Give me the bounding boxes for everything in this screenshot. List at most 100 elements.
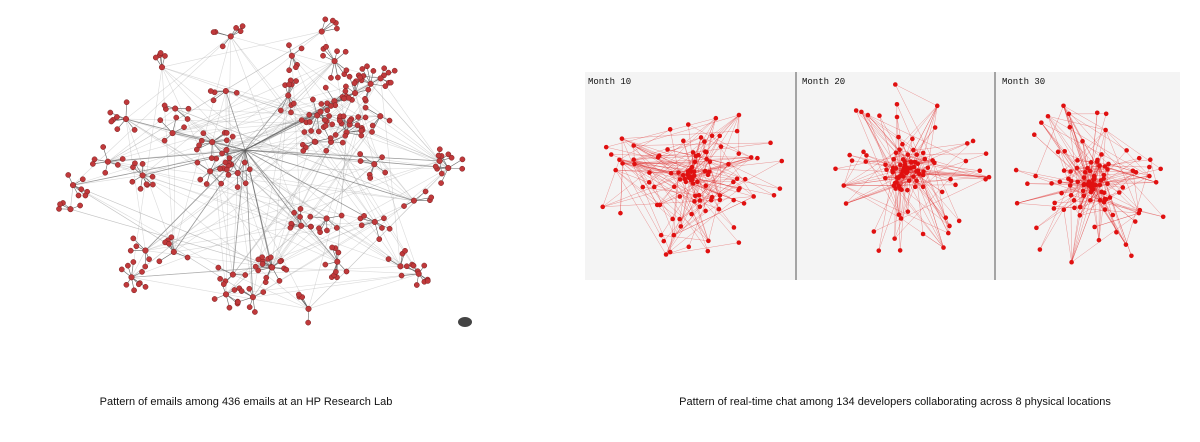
edge (1098, 129, 1106, 241)
edge (927, 105, 938, 168)
node (328, 103, 334, 109)
node (905, 187, 910, 193)
edge (649, 171, 688, 173)
node (613, 167, 618, 173)
node (334, 25, 340, 32)
node (376, 236, 383, 242)
edge (602, 159, 620, 207)
node (170, 248, 177, 256)
caption: Pattern of emails among 436 emails at an… (100, 396, 393, 408)
node (252, 263, 259, 270)
node (901, 174, 906, 179)
edge (107, 141, 315, 163)
node (122, 115, 129, 123)
edge (657, 137, 702, 158)
node (135, 281, 142, 288)
node (459, 165, 466, 172)
node (223, 146, 230, 154)
node (286, 42, 292, 48)
node (233, 89, 240, 96)
node (685, 122, 691, 127)
edge (354, 92, 440, 162)
edge (1068, 113, 1104, 179)
edge (1071, 200, 1091, 263)
node (922, 156, 928, 162)
edge (1099, 165, 1123, 188)
edge (895, 152, 909, 212)
edge (863, 151, 902, 219)
node (894, 114, 900, 120)
node (324, 100, 331, 107)
edge (1063, 105, 1164, 217)
edge (660, 114, 740, 236)
edge (861, 111, 915, 168)
node (306, 119, 313, 125)
edge (1047, 116, 1150, 177)
edge (669, 172, 679, 253)
node (438, 170, 445, 177)
node (218, 180, 225, 187)
node (1123, 242, 1129, 247)
edge (1104, 166, 1157, 183)
edge (232, 78, 381, 275)
node (689, 211, 694, 217)
edge (1092, 189, 1100, 241)
edge (932, 160, 949, 234)
node (731, 225, 737, 230)
edge (161, 31, 322, 68)
node (210, 97, 217, 104)
node (671, 184, 677, 190)
edge (145, 225, 302, 251)
node (1013, 167, 1019, 173)
edge (615, 169, 667, 255)
frame-label: Month 10 (588, 77, 631, 87)
node (895, 175, 901, 181)
edge (1071, 212, 1140, 263)
edge (370, 83, 440, 162)
edge (867, 114, 915, 168)
node (56, 206, 62, 212)
edge (861, 111, 966, 162)
node (377, 75, 384, 82)
node (259, 261, 266, 267)
node (65, 172, 72, 178)
node (1077, 204, 1083, 210)
node (297, 214, 303, 220)
edge (622, 157, 752, 164)
edge (1105, 199, 1139, 214)
node (234, 169, 241, 177)
edge (673, 172, 679, 236)
node (67, 206, 74, 213)
node (1094, 110, 1100, 116)
edge (687, 171, 739, 191)
edge (1104, 172, 1137, 193)
node (78, 186, 85, 193)
edge (691, 157, 758, 178)
node (403, 263, 410, 270)
edge (1080, 199, 1101, 208)
edge (622, 163, 650, 183)
node (1091, 176, 1097, 182)
node (934, 103, 940, 109)
node (697, 204, 703, 210)
edge (1094, 212, 1139, 228)
edge (634, 163, 658, 206)
node (377, 113, 384, 120)
edge (125, 118, 146, 251)
node (891, 156, 896, 162)
node (946, 230, 951, 236)
node (618, 210, 623, 216)
edge (903, 170, 950, 227)
node (156, 258, 163, 265)
node (657, 202, 663, 208)
node (925, 165, 931, 171)
node (371, 161, 378, 168)
edge (691, 166, 738, 180)
node (114, 114, 120, 120)
edge (621, 138, 709, 176)
node (777, 186, 783, 191)
node (1045, 113, 1051, 119)
edge (125, 118, 338, 262)
edge (1109, 172, 1137, 198)
edge (898, 176, 900, 215)
